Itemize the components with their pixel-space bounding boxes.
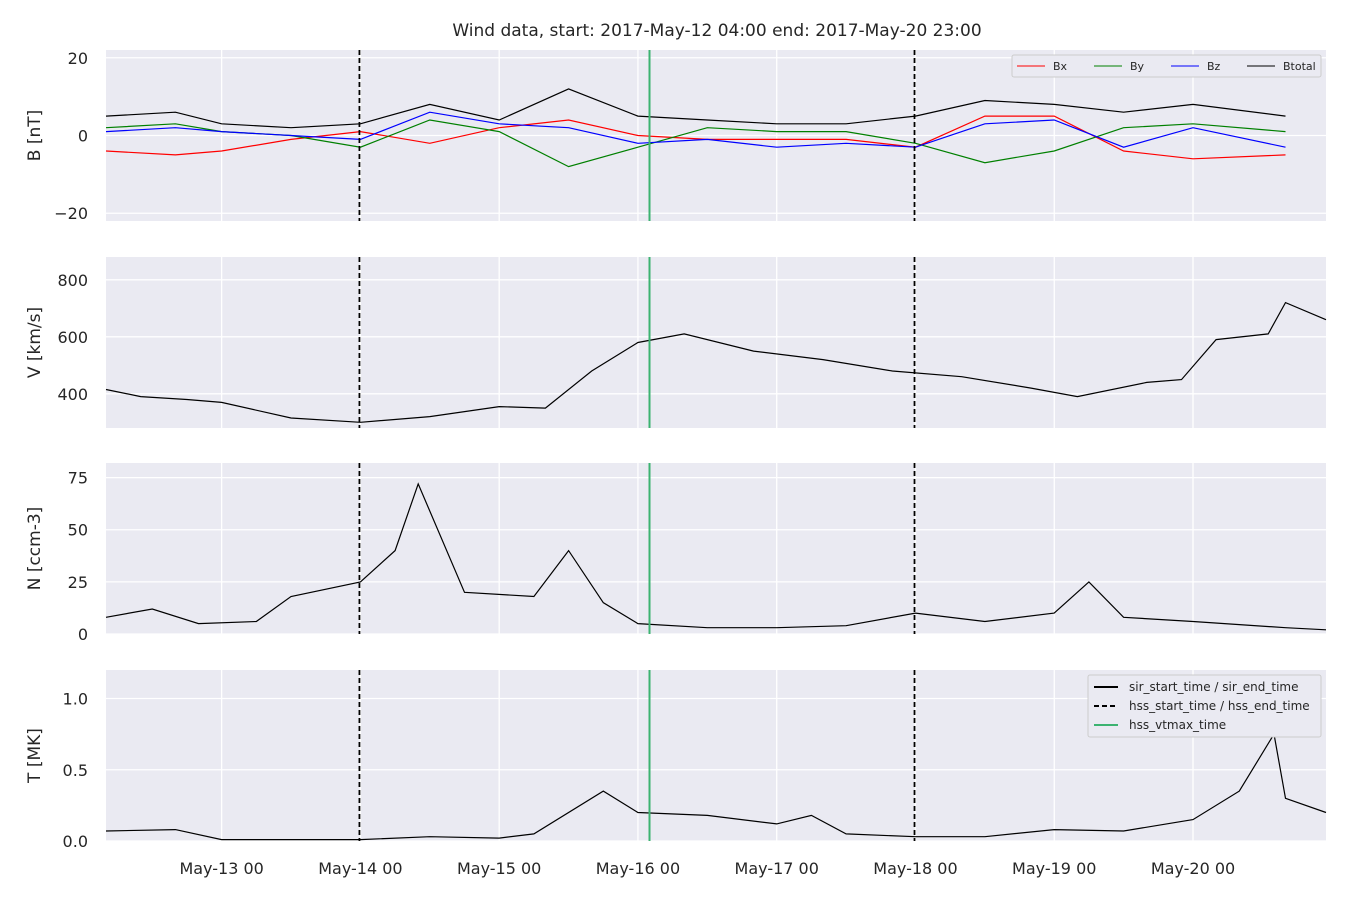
y-tick-label: 800 <box>57 271 88 290</box>
plot-area <box>106 463 1326 634</box>
x-tick-label: May-20 00 <box>1151 859 1235 878</box>
x-tick-label: May-19 00 <box>1012 859 1096 878</box>
x-tick-label: May-14 00 <box>318 859 402 878</box>
x-tick-label: May-17 00 <box>735 859 819 878</box>
x-tick-label: May-18 00 <box>873 859 957 878</box>
chart-title: Wind data, start: 2017-May-12 04:00 end:… <box>452 21 981 41</box>
legend-label: Btotal <box>1283 60 1316 73</box>
series-line-bz <box>105 111 1286 148</box>
y-tick-label: 400 <box>57 385 88 404</box>
y-tick-label: 75 <box>68 469 88 488</box>
y-axis-label: T [MK] <box>25 728 45 784</box>
panels: −20 0 20 B [nT] Bx By Bz Btotal 400 600 800 V [km/s… <box>25 49 1327 878</box>
x-tick-label: May-13 00 <box>179 859 263 878</box>
series-line-v <box>105 301 1327 423</box>
y-tick-label: 1.0 <box>63 690 88 709</box>
x-tick-label: May-16 00 <box>596 859 680 878</box>
y-axis-label: B [nT] <box>25 110 45 162</box>
legend-label: hss_start_time / hss_end_time <box>1129 699 1310 713</box>
y-tick-label: 0 <box>78 127 88 146</box>
legend-label: sir_start_time / sir_end_time <box>1129 680 1299 694</box>
y-axis-label: N [ccm-3] <box>25 507 45 591</box>
plot-area <box>106 257 1326 428</box>
legend-label: Bz <box>1207 60 1221 73</box>
y-tick-label: 0.5 <box>63 761 88 780</box>
b-legend: Bx By Bz Btotal <box>1011 54 1322 78</box>
legend-label: By <box>1130 60 1145 73</box>
y-tick-label: 50 <box>68 521 88 540</box>
panel-2: 400 600 800 V [km/s] <box>25 257 1327 428</box>
y-tick-label: 20 <box>68 49 88 68</box>
y-tick-label: 0 <box>78 625 88 644</box>
x-tick-label: May-15 00 <box>457 859 541 878</box>
series-line-t <box>105 732 1327 841</box>
y-axis-label: V [km/s] <box>25 307 45 378</box>
panel-1: −20 0 20 B [nT] Bx By Bz Btotal <box>25 49 1326 223</box>
legend-box <box>1011 54 1322 78</box>
y-tick-label: 0.0 <box>63 832 88 851</box>
series-line-n <box>105 482 1327 631</box>
panel-4: May-13 00 May-14 00 May-15 00 May-16 00 May-… <box>25 670 1327 878</box>
legend-label: Bx <box>1053 60 1068 73</box>
y-tick-label: 25 <box>68 573 88 592</box>
series-line-btotal <box>105 88 1286 129</box>
marker-legend: sir_start_time / sir_end_time hss_start_t… <box>1087 674 1322 738</box>
legend-label: hss_vtmax_time <box>1129 718 1226 732</box>
y-tick-label: −20 <box>54 204 88 223</box>
panel-3: 0 25 50 75 N [ccm-3] <box>25 463 1327 644</box>
legend-box <box>1087 674 1322 738</box>
y-tick-label: 600 <box>57 328 88 347</box>
